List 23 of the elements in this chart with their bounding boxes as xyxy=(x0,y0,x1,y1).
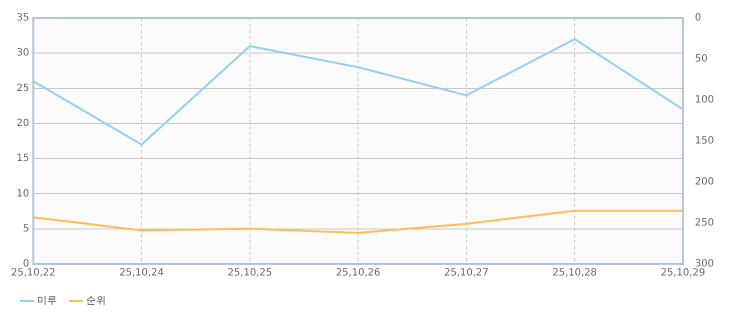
y-tick-label: 5 xyxy=(22,223,30,234)
y2-tick-label: 250 xyxy=(694,218,714,229)
x-tick-label: 25,10,26 xyxy=(336,268,380,279)
x-tick-label: 25,10,22 xyxy=(11,268,56,279)
x-tick-label: 25,10,24 xyxy=(119,268,164,279)
y-tick-label: 25 xyxy=(16,82,30,94)
x-tick-label: 25,10,28 xyxy=(552,268,597,279)
y2-tick-label: 50 xyxy=(694,54,708,65)
y2-tick-label: 200 xyxy=(694,176,714,188)
y-tick-label: 15 xyxy=(16,153,30,164)
x-tick-label: 25,10,29 xyxy=(660,268,706,279)
y-tick-label: 10 xyxy=(16,188,30,200)
y2-tick-label: 150 xyxy=(694,136,714,147)
legend-label: 순위 xyxy=(86,296,106,307)
y-tick-label: 30 xyxy=(16,48,30,59)
y2-tick-label: 100 xyxy=(694,94,714,106)
x-tick-label: 25,10,27 xyxy=(444,268,489,279)
y2-tick-label: 0 xyxy=(694,12,702,24)
x-tick-label: 25,10,25 xyxy=(228,268,272,279)
y-tick-label: 35 xyxy=(16,12,30,24)
y-tick-label: 20 xyxy=(16,118,30,130)
y-tick-label: 0 xyxy=(22,258,30,270)
legend-label: 미루 xyxy=(37,296,57,307)
